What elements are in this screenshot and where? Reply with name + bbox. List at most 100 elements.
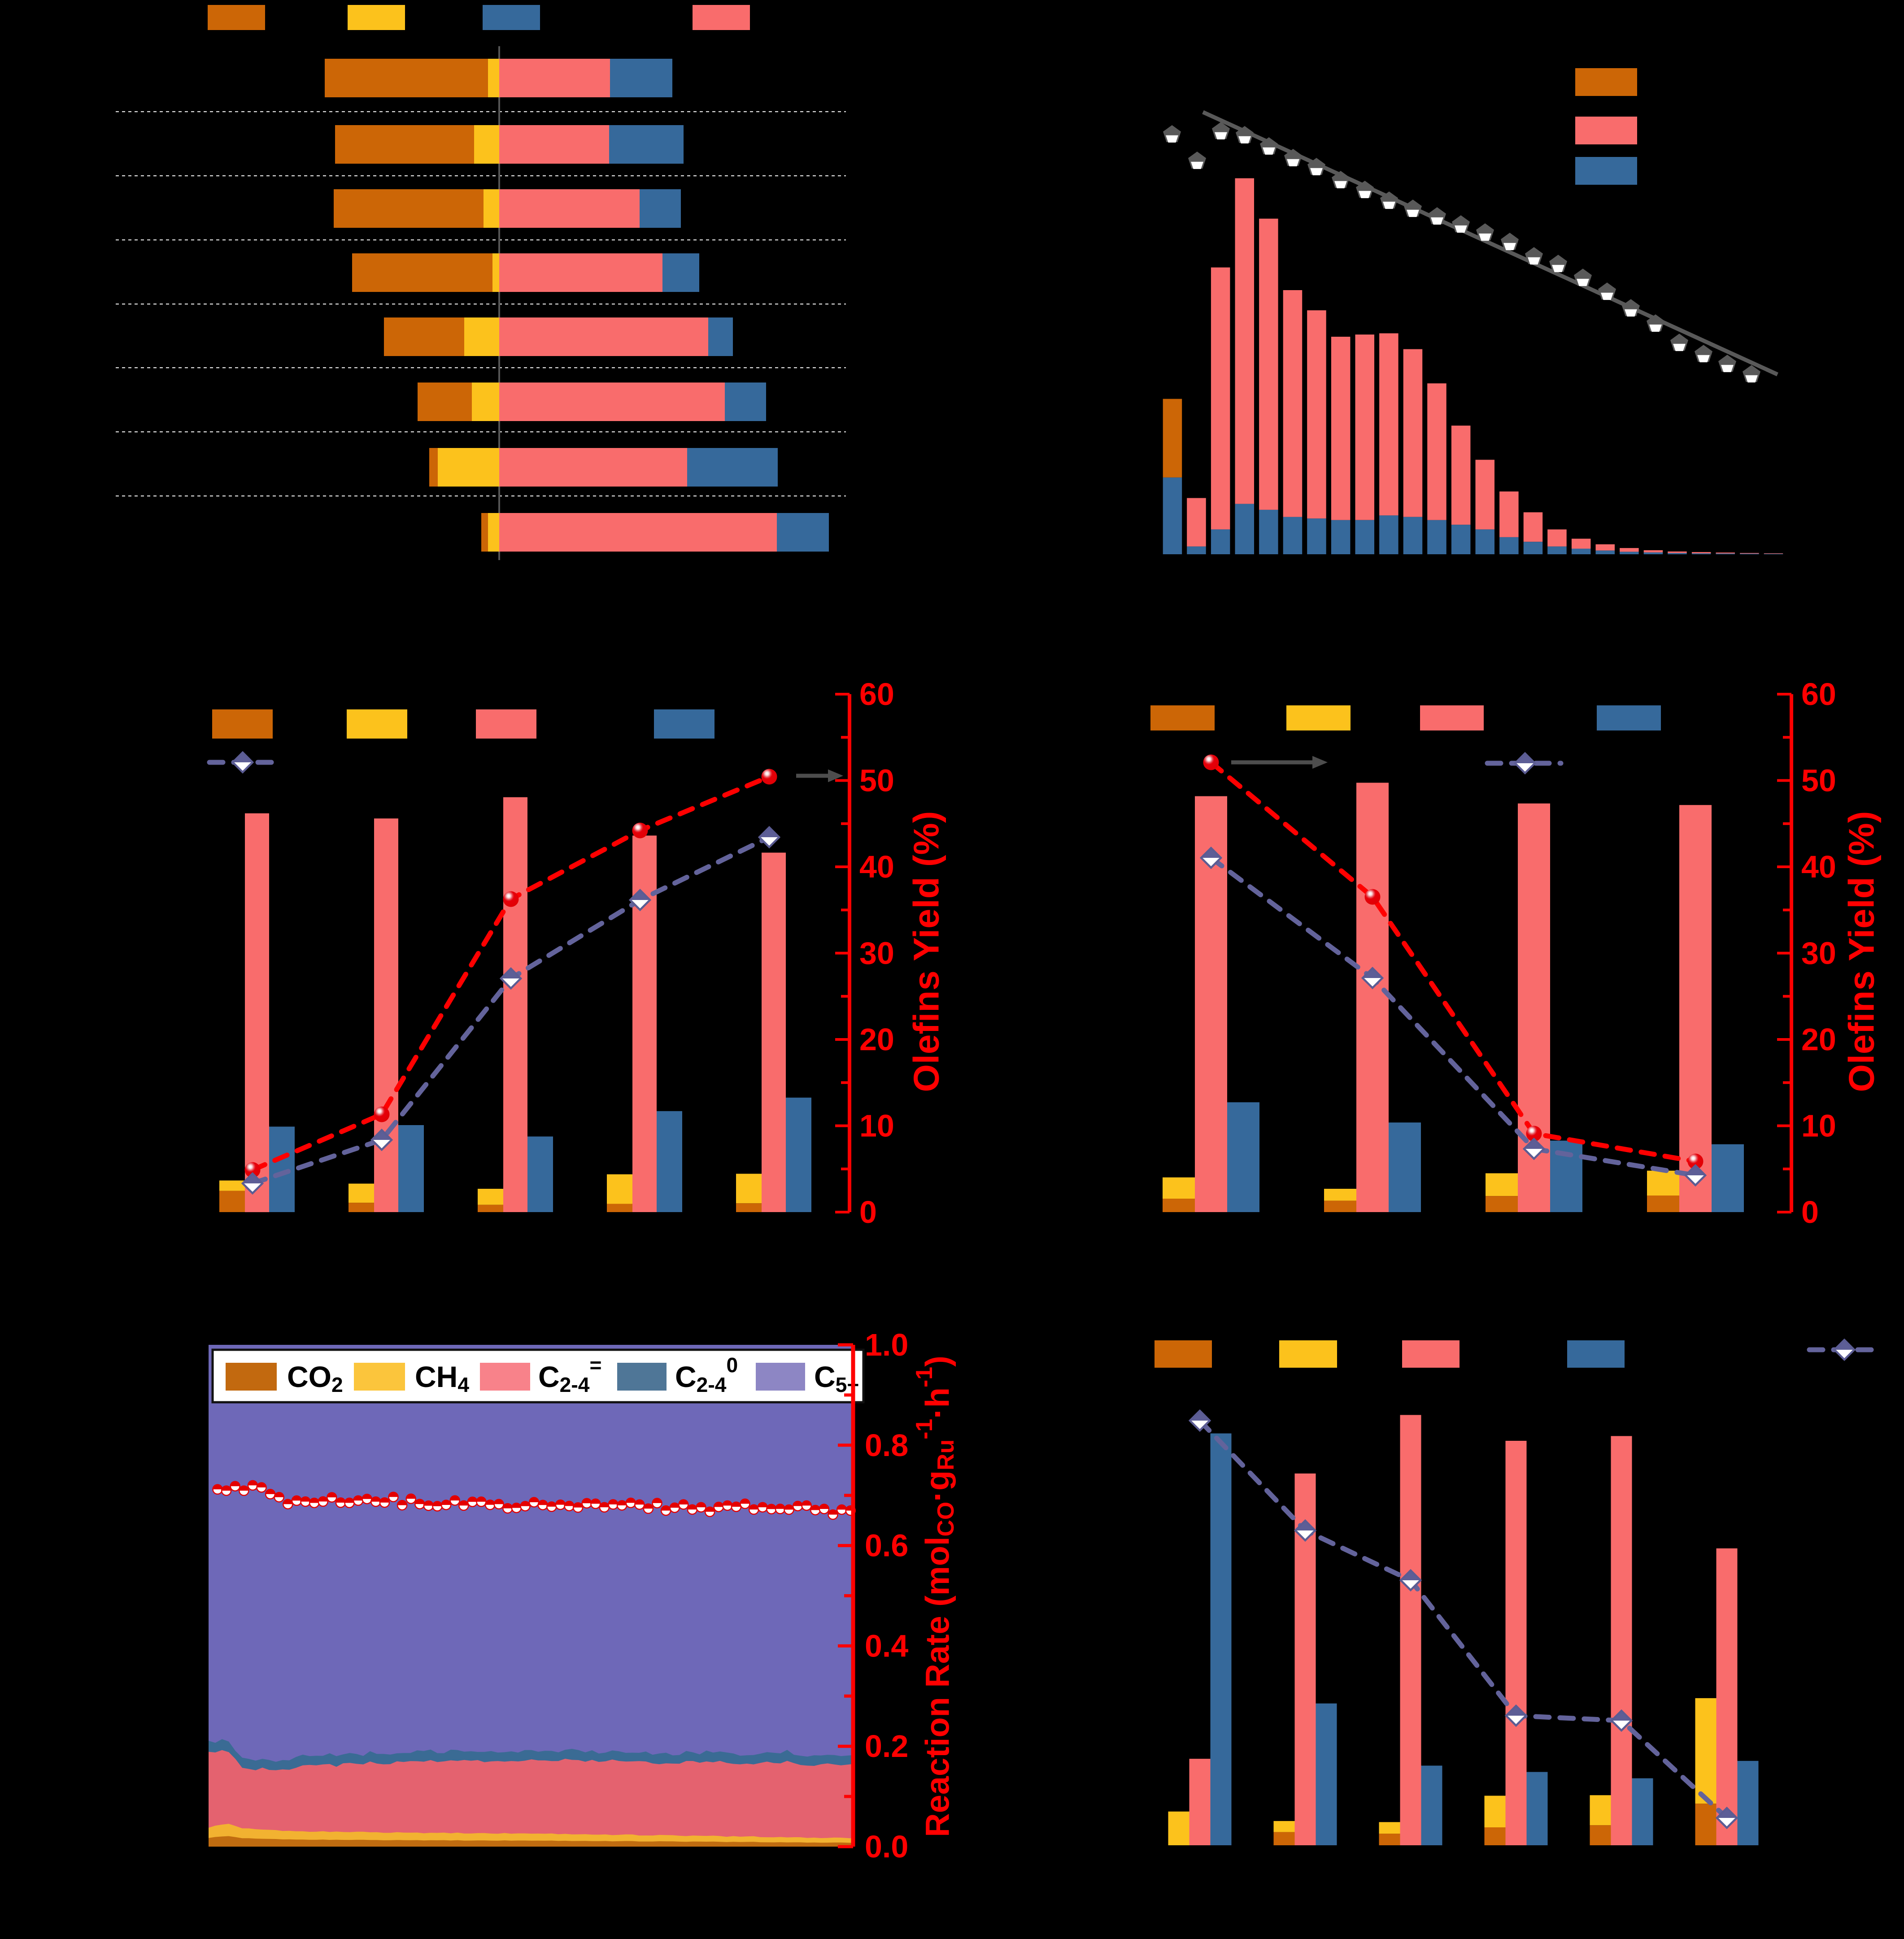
svg-text:Product Selectivity (C%): Product Selectivity (C%): [101, 765, 137, 1138]
svg-text:60: 60: [1087, 1512, 1121, 1546]
svg-text:500: 500: [781, 1854, 832, 1888]
svg-text:CoMn⁰: CoMn⁰: [223, 62, 314, 94]
svg-text:100: 100: [822, 574, 873, 608]
svg-text:200: 200: [427, 1854, 478, 1888]
svg-text:Paraffins: Paraffins: [723, 704, 846, 737]
svg-text:4: 4: [1236, 573, 1253, 607]
svg-text:Olefins: Olefins: [757, 1, 858, 34]
svg-text:FeMn@Si-c: FeMn@Si-c: [158, 386, 314, 418]
svg-text:0: 0: [1104, 1828, 1121, 1862]
svg-text:60: 60: [691, 574, 725, 608]
svg-text:Product Selectivity (C%): Product Selectivity (C%): [1009, 117, 1046, 501]
svg-text:40: 40: [1087, 1617, 1121, 1652]
svg-text:20: 20: [1612, 573, 1646, 607]
svg-text:Olefins: Olefins: [1490, 702, 1587, 734]
svg-text:100: 100: [135, 677, 186, 711]
svg-text:400: 400: [663, 1854, 714, 1888]
svg-text:26: 26: [1756, 573, 1791, 607]
svg-text:0.2: 0.2: [1848, 1676, 1891, 1710]
svg-text:10: 10: [859, 1109, 894, 1143]
svg-text:60: 60: [1088, 884, 1122, 918]
svg-text:60: 60: [859, 677, 894, 712]
svg-text:20: 20: [413, 574, 447, 608]
svg-text:0.6: 0.6: [1848, 1458, 1891, 1492]
svg-text:22: 22: [1660, 573, 1695, 607]
svg-text:CO Conversion: CO Conversion: [289, 746, 498, 778]
svg-text:20: 20: [152, 1091, 186, 1126]
svg-text:6000: 6000: [1498, 1228, 1570, 1264]
svg-text:0: 0: [1105, 1195, 1122, 1229]
svg-text:0: 0: [169, 1195, 186, 1229]
svg-text:3000: 3000: [1337, 1228, 1408, 1264]
svg-text:20: 20: [166, 1729, 200, 1763]
svg-text:8: 8: [1332, 573, 1349, 607]
svg-text:D: D: [975, 677, 1006, 724]
svg-text:0.0: 0.0: [865, 1829, 908, 1864]
svg-text:10: 10: [1372, 573, 1406, 607]
svg-text:100: 100: [149, 1328, 200, 1362]
svg-text:12: 12: [1089, 165, 1124, 199]
svg-text:1: 1: [1612, 1862, 1630, 1898]
svg-text:0: 0: [1801, 1195, 1819, 1230]
svg-text:A: A: [38, 9, 69, 56]
svg-text:Na-Ru/SiO2​: Na-Ru/SiO2​: [161, 516, 314, 552]
svg-text:16: 16: [1516, 573, 1550, 607]
svg-text:Paraffins: Paraffins: [543, 1, 670, 34]
svg-text:2: 2: [1188, 573, 1205, 607]
svg-text:60: 60: [273, 574, 307, 608]
svg-text:40: 40: [622, 574, 656, 608]
svg-text:ZnCrOx/MSAPO: ZnCrOx/MSAPO: [96, 257, 314, 289]
svg-text:9000: 9000: [1660, 1228, 1731, 1264]
svg-text:30: 30: [859, 936, 894, 971]
svg-text:80: 80: [1087, 1406, 1121, 1440]
svg-text:0.8: 0.8: [1494, 1862, 1538, 1898]
svg-text:0: 0: [491, 574, 508, 608]
svg-text:Fe-Zn-0.81Na: Fe-Zn-0.81Na: [134, 321, 314, 353]
svg-text:0.5: 0.5: [230, 1228, 275, 1264]
svg-text:40: 40: [343, 574, 377, 608]
svg-text:0.8: 0.8: [865, 1428, 908, 1463]
svg-text:Olefins Yield (%): Olefins Yield (%): [1842, 811, 1882, 1092]
svg-text:1500: 1500: [1175, 1228, 1247, 1264]
svg-text:40: 40: [1088, 988, 1122, 1022]
svg-text:100: 100: [1072, 677, 1122, 711]
svg-text:Product Selectivity (%): Product Selectivity (%): [376, 624, 736, 661]
svg-text:60: 60: [1801, 677, 1836, 712]
svg-text:20: 20: [859, 1022, 894, 1057]
svg-text:4: 4: [631, 1228, 649, 1264]
svg-text:Olefins: Olefins: [1648, 114, 1749, 147]
svg-text:0.6: 0.6: [865, 1528, 908, 1563]
svg-text:60: 60: [152, 884, 186, 918]
svg-text:6: 6: [760, 1228, 778, 1264]
svg-text:Na/Ru molar ratio: Na/Ru molar ratio: [1338, 1897, 1622, 1935]
svg-text:Olefins: Olefins: [1467, 1338, 1564, 1370]
svg-text:300: 300: [545, 1854, 596, 1888]
svg-text:0: 0: [1107, 537, 1124, 571]
svg-text:F: F: [977, 1345, 1003, 1392]
svg-text:0.2: 0.2: [1283, 1862, 1328, 1898]
svg-text:Ln(Wn​/n): Ln(Wn​/n): [1868, 241, 1904, 378]
svg-text:ZnZrOx/SAPO: ZnZrOx/SAPO: [122, 192, 314, 225]
svg-text:Ratio of H2​/CO: Ratio of H2​/CO: [405, 1265, 640, 1305]
svg-text:0: 0: [183, 1830, 200, 1864]
svg-text:Product Selectivity (C%): Product Selectivity (C%): [107, 1404, 144, 1788]
svg-text:50: 50: [1801, 763, 1836, 798]
svg-text:WHSV (mL·gcat​-1​·h-1​): WHSV (mL·gcat​-1​·h-1​): [1299, 1276, 1626, 1324]
svg-text:2: 2: [502, 1228, 520, 1264]
svg-text:α = 0.75: α = 0.75: [1436, 159, 1555, 195]
svg-text:8: 8: [1107, 289, 1124, 323]
svg-text:0.4: 0.4: [1848, 1567, 1891, 1601]
svg-text:C: C: [38, 677, 69, 724]
svg-text:40: 40: [166, 1629, 200, 1663]
svg-text:50: 50: [859, 763, 894, 798]
svg-text:B: B: [975, 9, 1006, 56]
svg-text:0.2: 0.2: [865, 1729, 908, 1764]
svg-text:0: 0: [859, 1195, 877, 1230]
svg-text:Carbon number: Carbon number: [1340, 624, 1587, 661]
svg-text:Product Selectivity (C%): Product Selectivity (C%): [1037, 765, 1073, 1138]
svg-text:20: 20: [1087, 1723, 1121, 1757]
svg-text:80: 80: [152, 781, 186, 815]
svg-text:0: 0: [1191, 1862, 1209, 1898]
svg-text:80: 80: [761, 574, 795, 608]
svg-text:24: 24: [1708, 573, 1743, 607]
